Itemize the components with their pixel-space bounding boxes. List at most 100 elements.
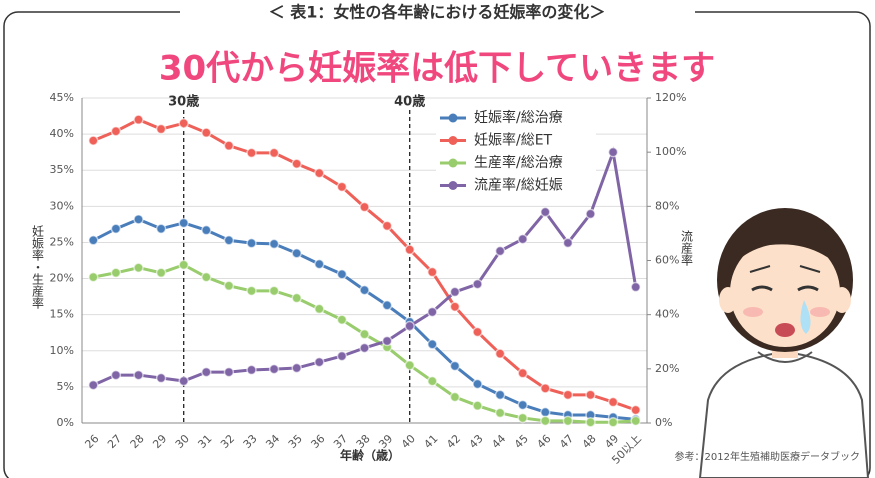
data-point bbox=[133, 369, 144, 381]
y-tick-label: 10% bbox=[50, 344, 74, 357]
y2-tick-label: 20% bbox=[655, 362, 679, 375]
data-point bbox=[630, 404, 641, 416]
data-point bbox=[155, 372, 167, 384]
data-point bbox=[494, 245, 506, 257]
data-point bbox=[155, 123, 167, 135]
data-point bbox=[268, 363, 280, 375]
data-point bbox=[427, 339, 438, 350]
data-point bbox=[201, 127, 212, 138]
y-tick-label: 35% bbox=[50, 163, 74, 176]
data-point bbox=[291, 292, 302, 304]
x-tick-label: 29 bbox=[150, 432, 169, 451]
x-tick-label: 34 bbox=[263, 432, 282, 451]
frame-title-bg bbox=[180, 2, 695, 24]
data-point bbox=[494, 348, 506, 359]
legend-bg bbox=[436, 153, 596, 173]
legend-marker bbox=[448, 181, 458, 190]
data-point bbox=[540, 383, 551, 394]
data-point bbox=[381, 335, 393, 347]
y-tick-label: 15% bbox=[50, 308, 74, 321]
data-point bbox=[585, 417, 596, 428]
x-tick-label: 33 bbox=[241, 432, 260, 451]
legend-label: 妊娠率/総治療 bbox=[474, 109, 563, 126]
data-point bbox=[404, 359, 415, 371]
data-point bbox=[517, 412, 528, 424]
x-tick-label: 47 bbox=[557, 432, 576, 451]
x-tick-label: 48 bbox=[580, 432, 599, 451]
data-point bbox=[427, 306, 438, 318]
data-point bbox=[449, 301, 461, 312]
data-point bbox=[540, 406, 551, 418]
data-point bbox=[201, 271, 212, 283]
y-tick-label: 5% bbox=[57, 380, 74, 393]
data-point bbox=[359, 342, 370, 354]
x-tick-label: 26 bbox=[82, 432, 101, 451]
data-point bbox=[246, 237, 257, 249]
data-point bbox=[427, 375, 438, 387]
data-point bbox=[88, 235, 99, 246]
data-point bbox=[155, 267, 167, 279]
data-point bbox=[291, 362, 302, 374]
data-point bbox=[88, 135, 99, 146]
data-point bbox=[223, 140, 235, 151]
data-point bbox=[223, 366, 235, 378]
y-tick-label: 30% bbox=[50, 199, 74, 212]
x-tick-label: 43 bbox=[467, 432, 486, 451]
y-tick-label: 0% bbox=[57, 416, 74, 429]
data-point bbox=[223, 235, 235, 246]
data-point bbox=[336, 314, 348, 325]
x-tick-label: 44 bbox=[489, 432, 508, 451]
data-point bbox=[246, 364, 257, 376]
data-point bbox=[336, 350, 348, 362]
legend-bg bbox=[436, 175, 596, 196]
data-point bbox=[314, 258, 325, 270]
y2-tick-label: 120% bbox=[655, 91, 686, 104]
data-point bbox=[472, 278, 483, 290]
illustration bbox=[698, 208, 870, 478]
data-point bbox=[268, 147, 280, 159]
y-axis-title: 妊娠率・生産率 bbox=[31, 225, 45, 309]
data-point bbox=[404, 320, 415, 332]
data-point bbox=[449, 360, 461, 372]
data-point bbox=[88, 379, 99, 391]
x-tick-label: 30 bbox=[173, 432, 192, 451]
data-point bbox=[133, 114, 144, 125]
data-point bbox=[517, 233, 528, 245]
x-tick-label: 27 bbox=[105, 432, 124, 451]
data-point bbox=[472, 400, 483, 411]
data-point bbox=[427, 266, 438, 278]
chart-title: 30代から妊娠率は低下していきます bbox=[159, 49, 715, 89]
data-point bbox=[359, 201, 370, 213]
data-point bbox=[359, 328, 370, 340]
x-tick-label: 32 bbox=[218, 432, 237, 451]
y2-axis-title: 流産率 bbox=[680, 230, 694, 266]
data-point bbox=[291, 158, 302, 169]
y-tick-label: 40% bbox=[50, 127, 74, 140]
data-point bbox=[201, 224, 212, 236]
data-point bbox=[449, 391, 461, 403]
x-tick-label: 42 bbox=[444, 432, 463, 451]
data-point bbox=[494, 389, 506, 401]
data-point bbox=[110, 125, 122, 137]
data-point bbox=[540, 206, 551, 218]
data-point bbox=[268, 238, 280, 250]
data-point bbox=[472, 326, 483, 338]
data-point bbox=[201, 366, 212, 378]
data-point bbox=[472, 378, 483, 390]
legend-label: 妊娠率/総ET bbox=[474, 132, 553, 149]
y-tick-label: 20% bbox=[50, 272, 74, 285]
data-point bbox=[562, 237, 574, 249]
x-tick-label: 35 bbox=[286, 432, 305, 451]
x-tick-label: 40 bbox=[399, 432, 418, 451]
x-tick-label: 41 bbox=[421, 432, 440, 451]
data-point bbox=[517, 399, 528, 411]
data-point bbox=[178, 259, 189, 271]
data-point bbox=[155, 223, 167, 234]
data-point bbox=[381, 220, 393, 232]
data-point bbox=[359, 284, 370, 296]
y-tick-label: 45% bbox=[50, 91, 74, 104]
y2-tick-label: 100% bbox=[655, 145, 686, 158]
data-point bbox=[246, 147, 257, 159]
legend-marker bbox=[448, 158, 458, 168]
data-point bbox=[178, 375, 189, 387]
